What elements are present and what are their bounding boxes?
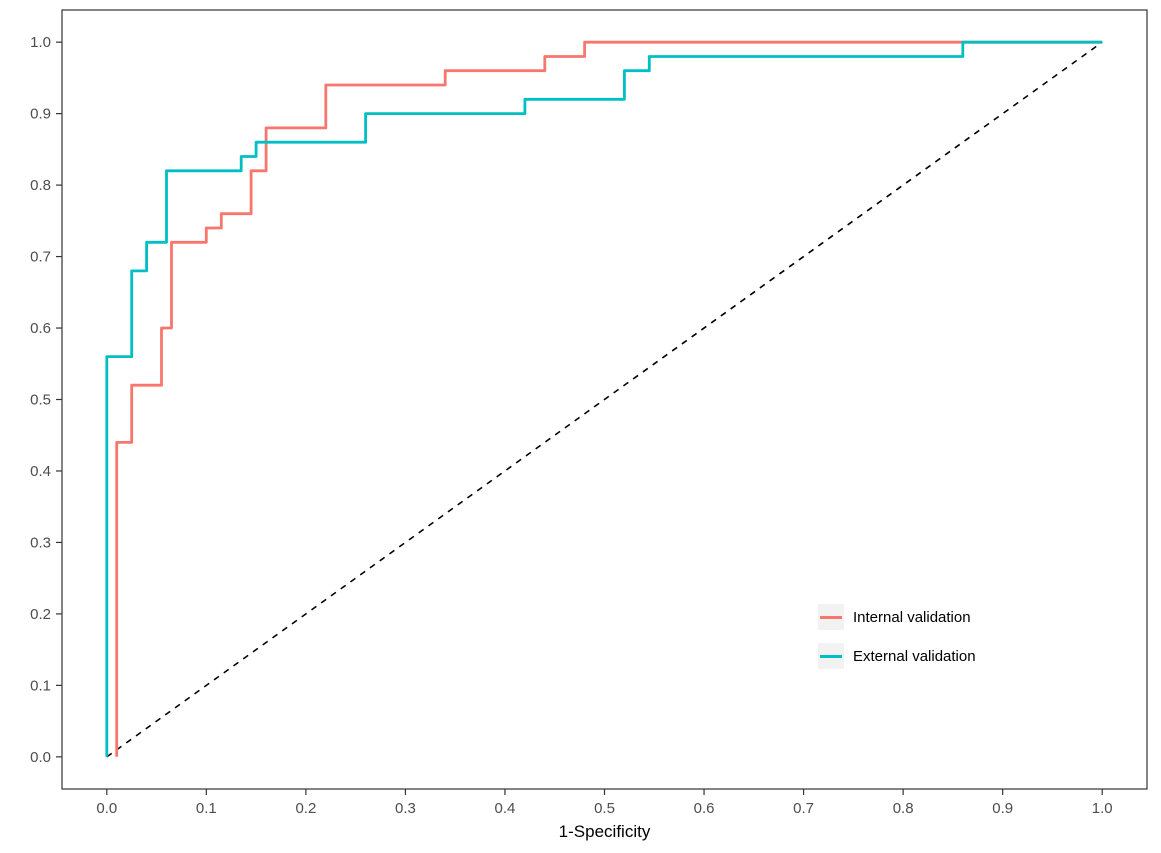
- legend-item-external-validation: External validation: [818, 643, 976, 669]
- svg-text:0.8: 0.8: [30, 177, 51, 194]
- legend-key-internal-validation: [818, 604, 844, 630]
- svg-text:0.5: 0.5: [594, 800, 615, 817]
- svg-text:0.4: 0.4: [495, 800, 516, 817]
- svg-text:0.4: 0.4: [30, 463, 51, 480]
- legend: Internal validation External validation: [818, 604, 976, 669]
- svg-text:0.1: 0.1: [196, 800, 217, 817]
- svg-text:1.0: 1.0: [30, 34, 51, 51]
- svg-text:0.1: 0.1: [30, 677, 51, 694]
- legend-label-external-validation: External validation: [853, 647, 976, 665]
- svg-text:0.0: 0.0: [96, 800, 117, 817]
- svg-text:0.9: 0.9: [30, 106, 51, 123]
- svg-text:0.7: 0.7: [793, 800, 814, 817]
- svg-text:0.7: 0.7: [30, 249, 51, 266]
- svg-text:0.8: 0.8: [893, 800, 914, 817]
- svg-text:0.2: 0.2: [295, 800, 316, 817]
- legend-label-internal-validation: Internal validation: [853, 608, 971, 626]
- svg-text:0.2: 0.2: [30, 606, 51, 623]
- svg-text:0.3: 0.3: [30, 534, 51, 551]
- svg-text:0.6: 0.6: [694, 800, 715, 817]
- x-axis-title: 1-Specificity: [558, 822, 651, 841]
- svg-text:0.0: 0.0: [30, 749, 51, 766]
- svg-text:0.5: 0.5: [30, 392, 51, 409]
- legend-key-external-validation: [818, 643, 844, 669]
- svg-text:0.3: 0.3: [395, 800, 416, 817]
- legend-keyline-external: [820, 654, 842, 658]
- legend-item-internal-validation: Internal validation: [818, 604, 976, 630]
- svg-text:1.0: 1.0: [1092, 800, 1113, 817]
- legend-keyline-internal: [820, 615, 842, 619]
- svg-text:0.6: 0.6: [30, 320, 51, 337]
- svg-text:0.9: 0.9: [992, 800, 1013, 817]
